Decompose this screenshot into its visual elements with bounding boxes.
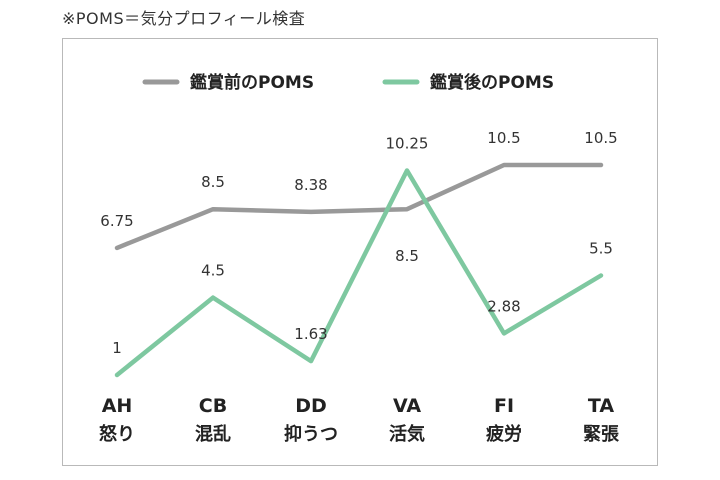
- x-tick-code-fi: FI: [494, 395, 514, 417]
- series-line-1: [114, 162, 604, 251]
- chart-footnote: ※POMS＝気分プロフィール検査: [62, 9, 306, 28]
- x-tick-name-cb: 混乱: [195, 424, 231, 445]
- legend-label-2: 鑑賞後のPOMS: [430, 72, 554, 93]
- chart-frame: [62, 38, 658, 466]
- x-tick-name-ah: 怒り: [99, 423, 135, 445]
- data-label-s2-fi: 2.88: [487, 297, 520, 315]
- x-tick-name-va: 活気: [389, 423, 425, 445]
- data-label-s2-ah: 1: [112, 339, 122, 357]
- data-label-s2-cb: 4.5: [201, 262, 225, 280]
- x-tick-code-dd: DD: [295, 395, 327, 417]
- data-label-s2-ta: 5.5: [589, 240, 613, 258]
- data-label-s1-ta: 10.5: [584, 129, 617, 147]
- data-label-s1-dd: 8.38: [294, 176, 327, 194]
- data-label-s1-fi: 10.5: [487, 129, 520, 147]
- x-tick-code-ta: TA: [588, 395, 614, 417]
- x-tick-name-fi: 疲労: [486, 423, 522, 445]
- data-label-s2-dd: 1.63: [294, 325, 327, 343]
- legend-label-1: 鑑賞前のPOMS: [190, 72, 314, 93]
- data-label-s1-cb: 8.5: [201, 173, 225, 191]
- series-line-2: [114, 168, 604, 378]
- data-label-s1-va: 8.5: [395, 247, 419, 265]
- x-tick-name-ta: 緊張: [583, 424, 620, 445]
- x-tick-code-ah: AH: [102, 395, 133, 417]
- data-label-s1-ah: 6.75: [100, 212, 133, 230]
- x-tick-code-cb: CB: [199, 395, 227, 417]
- x-tick-name-dd: 抑うつ: [284, 424, 338, 445]
- x-tick-code-va: VA: [393, 395, 421, 417]
- data-label-s2-va: 10.25: [386, 135, 429, 153]
